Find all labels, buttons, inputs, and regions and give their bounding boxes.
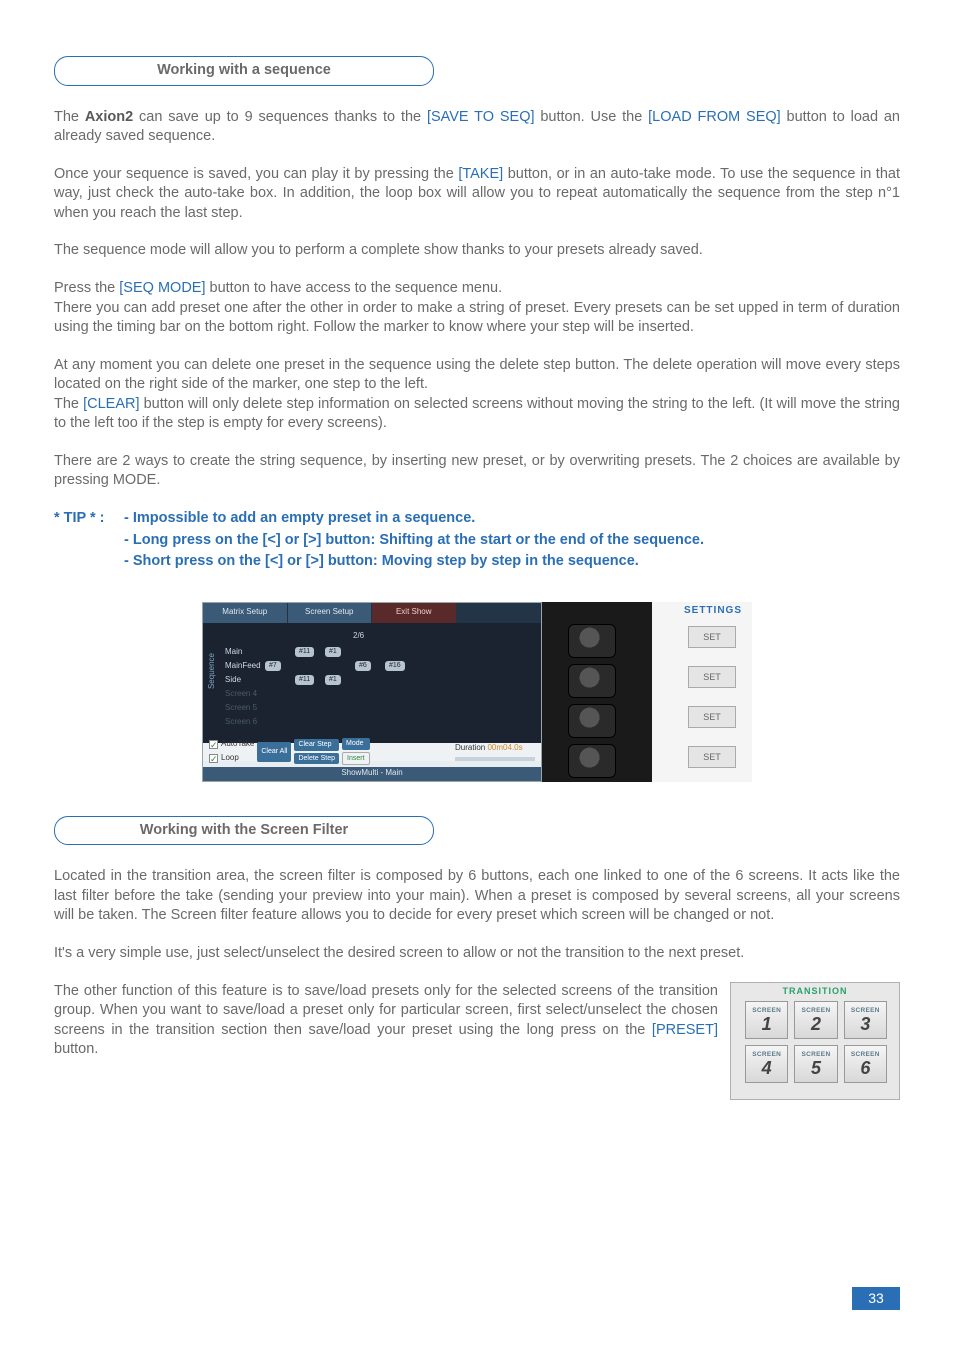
text: The other function of this feature is to… [54, 983, 718, 1038]
button-ref-clear: [CLEAR] [83, 396, 139, 412]
paragraph: The [CLEAR] button will only delete step… [54, 395, 900, 434]
loop-label: Loop [221, 753, 239, 764]
delete-step-button: Delete Step [294, 753, 339, 764]
preset-chip: #7 [265, 661, 281, 671]
sequence-footer: ShowMulti - Main [203, 767, 541, 781]
screen-button-3: SCREEN3 [844, 1001, 887, 1039]
screen-number: 1 [762, 1016, 772, 1032]
duration-value: 00m04.0s [487, 743, 522, 752]
settings-panel-screenshot: SETTINGS SET SET SET SET [542, 602, 752, 782]
button-ref-load-from-seq: [LOAD FROM SEQ] [648, 109, 781, 125]
sequence-side-label: Sequence [207, 653, 218, 689]
section-heading-screen-filter: Working with the Screen Filter [54, 816, 434, 846]
paragraph: At any moment you can delete one preset … [54, 356, 900, 395]
page-number: 33 [852, 1287, 900, 1310]
set-button: SET [688, 666, 736, 688]
tab-matrix-setup: Matrix Setup [203, 603, 288, 623]
paragraph: It's a very simple use, just select/unse… [54, 944, 900, 964]
button-ref-save-to-seq: [SAVE TO SEQ] [427, 109, 535, 125]
knob-icon [568, 664, 616, 698]
screen-button-1: SCREEN1 [745, 1001, 788, 1039]
screen-number: 3 [860, 1016, 870, 1032]
section-heading-sequence: Working with a sequence [54, 56, 434, 86]
row-main: Main [225, 647, 242, 658]
row-screen4: Screen 4 [225, 689, 257, 700]
transition-panel-screenshot: TRANSITION SCREEN1 SCREEN2 SCREEN3 SCREE… [730, 982, 900, 1100]
row-mainfeed: MainFeed [225, 661, 261, 672]
loop-checkbox [209, 754, 218, 763]
tip-block: * TIP * : - Impossible to add an empty p… [54, 509, 900, 574]
knob-icon [568, 624, 616, 658]
preset-chip: #1 [325, 675, 341, 685]
tip-line: - Long press on the [<] or [>] button: S… [124, 531, 704, 551]
set-button: SET [688, 626, 736, 648]
text: Press the [54, 280, 119, 296]
text: The [54, 396, 83, 412]
set-button: SET [688, 746, 736, 768]
preset-chip: #16 [385, 661, 405, 671]
text: Once your sequence is saved, you can pla… [54, 166, 458, 182]
paragraph: The sequence mode will allow you to perf… [54, 241, 900, 261]
tip-line: - Impossible to add an empty preset in a… [124, 509, 704, 529]
mode-button: Mode [342, 738, 370, 749]
screen-number: 5 [811, 1060, 821, 1076]
insert-label: Insert [342, 752, 370, 765]
tab-status [457, 603, 542, 623]
paragraph: Once your sequence is saved, you can pla… [54, 165, 900, 224]
knob-icon [568, 744, 616, 778]
tab-screen-setup: Screen Setup [288, 603, 373, 623]
paragraph: Press the [SEQ MODE] button to have acce… [54, 279, 900, 299]
clear-step-button: Clear Step [294, 739, 339, 750]
screen-button-2: SCREEN2 [794, 1001, 837, 1039]
knob-icon [568, 704, 616, 738]
paragraph: There are 2 ways to create the string se… [54, 452, 900, 491]
button-ref-take: [TAKE] [458, 166, 503, 182]
set-button: SET [688, 706, 736, 728]
screen-button-5: SCREEN5 [794, 1045, 837, 1083]
preset-chip: #1 [325, 647, 341, 657]
paragraph: The Axion2 can save up to 9 sequences th… [54, 108, 900, 147]
text: button will only delete step information… [54, 396, 900, 432]
button-ref-seq-mode: [SEQ MODE] [119, 280, 205, 296]
text: button. [54, 1041, 98, 1057]
duration-label: Duration [455, 743, 485, 752]
preset-chip: #11 [295, 647, 314, 657]
tab-exit-show: Exit Show [372, 603, 457, 623]
tip-line: - Short press on the [<] or [>] button: … [124, 552, 704, 572]
autotake-checkbox [209, 740, 218, 749]
screen-number: 2 [811, 1016, 821, 1032]
text: The [54, 109, 85, 125]
position-indicator: 2/6 [353, 631, 364, 642]
preset-chip: #6 [355, 661, 371, 671]
screen-button-6: SCREEN6 [844, 1045, 887, 1083]
duration-slider [455, 757, 535, 761]
row-side: Side [225, 675, 241, 686]
row-screen6: Screen 6 [225, 717, 257, 728]
settings-title: SETTINGS [684, 604, 742, 618]
sequence-editor-screenshot: Matrix Setup Screen Setup Exit Show Sequ… [202, 602, 542, 782]
tip-label: * TIP * : [54, 509, 124, 574]
preset-chip: #11 [295, 675, 314, 685]
screen-button-4: SCREEN4 [745, 1045, 788, 1083]
text: can save up to 9 sequences thanks to the [133, 109, 427, 125]
screen-number: 6 [860, 1060, 870, 1076]
paragraph: Located in the transition area, the scre… [54, 867, 900, 926]
button-ref-preset: [PRESET] [652, 1022, 718, 1038]
text: button. Use the [535, 109, 649, 125]
row-screen5: Screen 5 [225, 703, 257, 714]
screen-number: 4 [762, 1060, 772, 1076]
clear-all-button: Clear All [257, 742, 291, 762]
text: button to have access to the sequence me… [206, 280, 503, 296]
paragraph: There you can add preset one after the o… [54, 299, 900, 338]
product-name: Axion2 [85, 109, 133, 125]
transition-title: TRANSITION [731, 985, 899, 997]
autotake-label: AutoTake [221, 739, 254, 750]
